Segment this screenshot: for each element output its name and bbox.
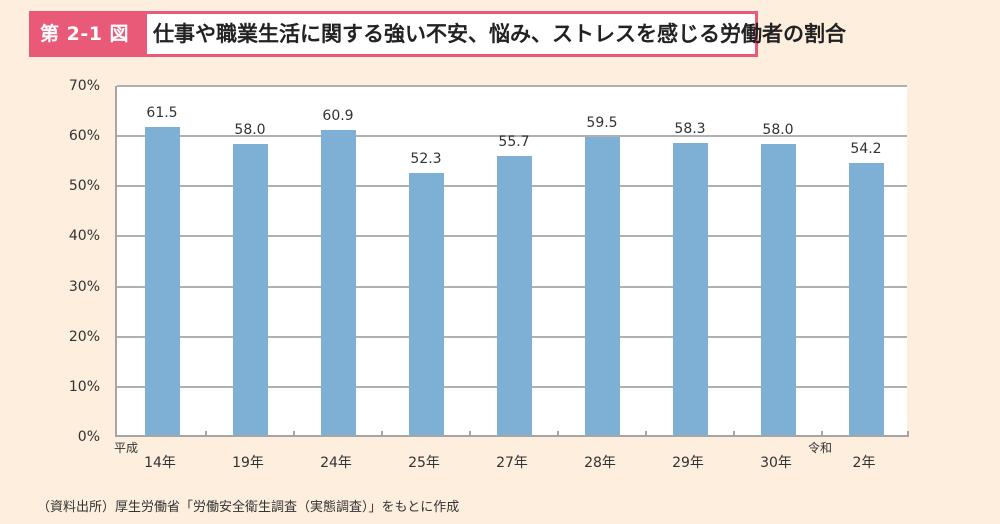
era-label-heisei: 平成 xyxy=(114,441,139,455)
bar xyxy=(320,129,356,435)
data-label: 58.0 xyxy=(762,122,794,139)
gridline xyxy=(117,85,907,87)
bar xyxy=(848,163,884,435)
data-label: 61.5 xyxy=(146,104,178,121)
data-label: 59.5 xyxy=(586,114,618,131)
figure-title: 仕事や職業生活に関する強い不安、悩み、ストレスを感じる労働者の割合 xyxy=(144,11,846,57)
x-tick-mark xyxy=(557,431,559,437)
x-tick-mark xyxy=(645,431,647,437)
data-label: 60.9 xyxy=(322,107,354,124)
bar xyxy=(760,144,796,435)
data-label: 54.2 xyxy=(850,141,882,158)
x-tick-label: 29年 xyxy=(672,455,704,471)
bar xyxy=(496,155,532,435)
x-tick-mark xyxy=(469,431,471,437)
plot-area: 61.5 58.0 60.9 52.3 55.7 59.5 58.3 58.0 54.2 xyxy=(115,85,909,437)
source-note: （資料出所）厚生労働省「労働安全衛生調査（実態調査）」をもとに作成 xyxy=(37,500,460,515)
era-label-reiwa: 令和 xyxy=(808,441,833,455)
x-tick-mark xyxy=(381,431,383,437)
figure-header: 第 2-1 図 仕事や職業生活に関する強い不安、悩み、ストレスを感じる労働者の割… xyxy=(29,11,846,57)
x-tick-mark xyxy=(205,431,207,437)
y-tick-label: 0% xyxy=(77,429,100,445)
x-tick-label: 28年 xyxy=(584,455,616,471)
y-tick-label: 40% xyxy=(68,228,100,245)
y-tick-label: 20% xyxy=(68,328,100,345)
data-label: 58.3 xyxy=(674,120,706,137)
x-tick-mark xyxy=(821,431,823,437)
y-tick-label: 70% xyxy=(68,78,100,94)
figure-number: 第 2-1 図 xyxy=(29,11,144,57)
bar xyxy=(408,172,444,435)
data-label: 52.3 xyxy=(410,150,442,167)
gridline xyxy=(117,135,907,138)
y-tick-label: 50% xyxy=(68,178,100,195)
data-label: 58.0 xyxy=(234,122,266,139)
x-tick-label: 27年 xyxy=(496,455,528,471)
x-tick-label: 2年 xyxy=(852,455,876,471)
bar xyxy=(584,136,620,435)
bar xyxy=(144,126,180,435)
x-tick-mark xyxy=(733,431,735,437)
y-tick-label: 30% xyxy=(68,278,100,295)
y-tick-label: 60% xyxy=(68,128,100,145)
bar xyxy=(672,142,708,435)
x-tick-label: 19年 xyxy=(232,455,264,471)
y-tick-label: 10% xyxy=(68,378,100,395)
x-tick-label: 24年 xyxy=(320,455,352,471)
x-tick-label: 30年 xyxy=(760,455,792,471)
x-tick-mark xyxy=(907,431,909,437)
x-tick-label: 14年 xyxy=(144,455,176,471)
data-label: 55.7 xyxy=(498,133,530,150)
x-tick-mark xyxy=(293,431,295,437)
x-tick-label: 25年 xyxy=(408,455,440,471)
bar xyxy=(232,144,268,435)
